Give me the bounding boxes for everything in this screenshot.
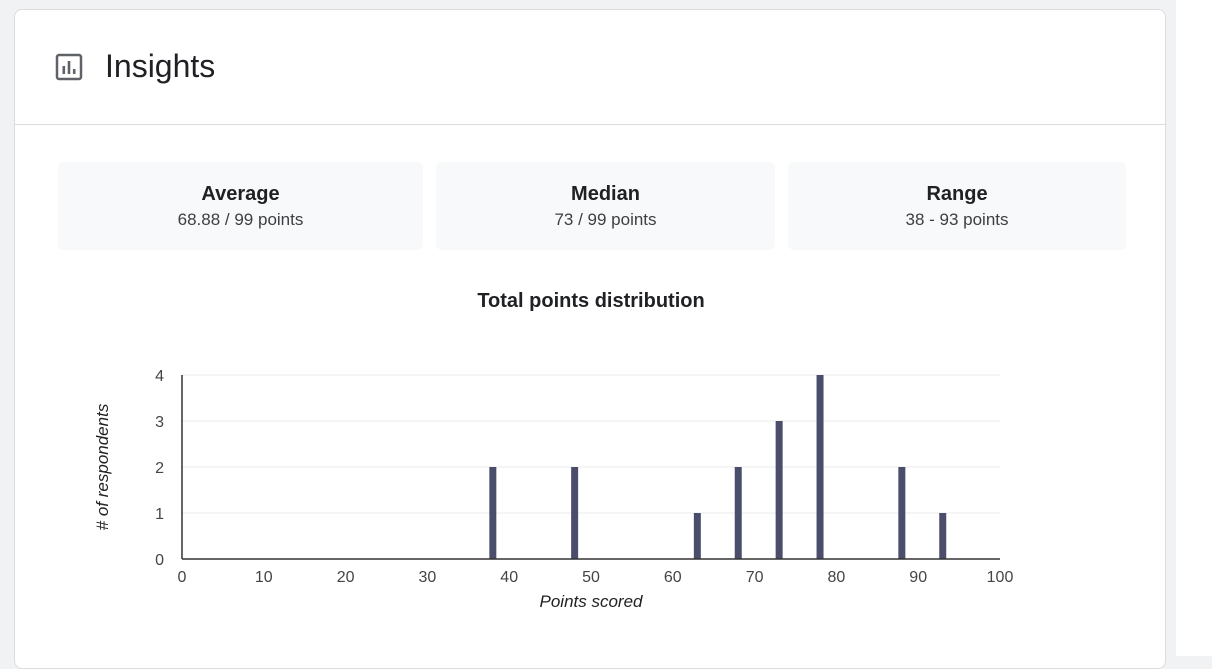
x-tick-label: 20: [337, 569, 355, 586]
page-title: Insights: [105, 48, 216, 84]
x-tick-label: 30: [419, 569, 437, 586]
median-stat: Median 73 / 99 points: [436, 162, 775, 250]
x-tick-label: 60: [664, 569, 682, 586]
bar: [734, 467, 742, 559]
insights-card: Insights Average 68.88 / 99 points Media…: [14, 9, 1166, 669]
chart-title: Total points distribution: [477, 290, 705, 312]
x-tick-label: 40: [500, 569, 518, 586]
y-tick-label: 2: [155, 460, 164, 477]
bar: [693, 513, 701, 559]
x-tick-label: 90: [909, 569, 927, 586]
stat-label: Average: [201, 183, 280, 205]
x-tick-label: 50: [582, 569, 600, 586]
bar-chart-icon: [55, 53, 83, 81]
range-stat: Range 38 - 93 points: [788, 162, 1126, 250]
bar: [816, 375, 824, 559]
y-tick-label: 0: [155, 552, 164, 569]
insights-header: Insights: [15, 10, 1165, 125]
y-tick-label: 4: [155, 368, 164, 385]
x-tick-label: 0: [178, 569, 187, 586]
x-tick-label: 10: [255, 569, 273, 586]
x-tick-label: 80: [828, 569, 846, 586]
stat-label: Range: [926, 183, 988, 205]
stat-value: 73 / 99 points: [554, 210, 657, 229]
x-tick-label: 70: [746, 569, 764, 586]
page-gutter: [1176, 0, 1212, 656]
y-tick-label: 1: [155, 506, 164, 523]
bar: [939, 513, 947, 559]
stat-label: Median: [571, 183, 640, 205]
bar: [775, 421, 783, 559]
x-tick-label: 100: [987, 569, 1014, 586]
y-axis-label: # of respondents: [93, 403, 112, 530]
stat-value: 38 - 93 points: [905, 210, 1009, 229]
stat-value: 68.88 / 99 points: [177, 210, 304, 229]
bar: [489, 467, 497, 559]
y-tick-label: 3: [155, 414, 164, 431]
average-stat: Average 68.88 / 99 points: [58, 162, 423, 250]
bar: [898, 467, 906, 559]
bar: [571, 467, 579, 559]
x-axis-label: Points scored: [540, 592, 644, 611]
